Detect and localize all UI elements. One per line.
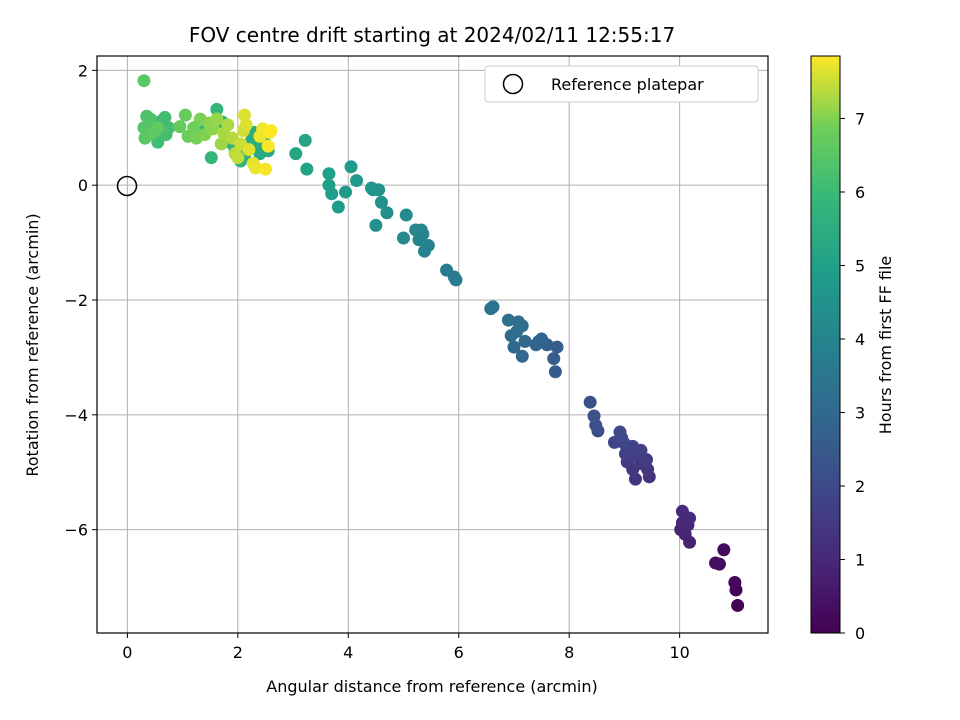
x-tick-label: 8 bbox=[564, 643, 574, 662]
data-point bbox=[587, 409, 601, 423]
data-point bbox=[511, 315, 525, 329]
data-point bbox=[550, 340, 564, 354]
data-point bbox=[628, 472, 642, 486]
y-axis-label: Rotation from reference (arcmin) bbox=[23, 213, 42, 476]
colorbar-gradient bbox=[810, 55, 841, 634]
data-point bbox=[583, 395, 597, 409]
y-tick-label: −2 bbox=[64, 291, 88, 310]
data-point bbox=[204, 151, 218, 165]
data-point bbox=[289, 147, 303, 161]
data-point bbox=[231, 151, 245, 165]
data-point bbox=[501, 313, 515, 327]
legend: Reference platepar bbox=[484, 65, 759, 103]
x-tick-label: 2 bbox=[233, 643, 243, 662]
colorbar-tick-label: 0 bbox=[855, 624, 865, 643]
data-point bbox=[507, 340, 521, 354]
data-point bbox=[242, 143, 256, 157]
chart-title: FOV centre drift starting at 2024/02/11 … bbox=[189, 23, 675, 47]
data-point bbox=[173, 120, 187, 134]
y-tick-label: 0 bbox=[78, 176, 88, 195]
y-tick-label: −4 bbox=[64, 406, 88, 425]
data-point bbox=[344, 160, 358, 174]
data-point bbox=[214, 137, 228, 151]
data-point bbox=[210, 112, 224, 126]
x-tick-label: 6 bbox=[454, 643, 464, 662]
colorbar-tick-label: 3 bbox=[855, 403, 865, 422]
data-point bbox=[440, 263, 454, 277]
colorbar-label: Hours from first FF file bbox=[876, 256, 895, 435]
data-point bbox=[518, 334, 532, 348]
x-tick-label: 4 bbox=[343, 643, 353, 662]
data-point bbox=[731, 598, 745, 612]
data-points bbox=[137, 74, 745, 612]
data-point bbox=[350, 174, 364, 188]
colorbar: 0 1 2 3 4 5 6 7 Hours from first FF file bbox=[810, 55, 895, 643]
x-tick-label: 10 bbox=[669, 643, 689, 662]
data-point bbox=[417, 244, 431, 258]
data-point bbox=[261, 139, 275, 153]
data-point bbox=[258, 162, 272, 176]
data-point bbox=[364, 181, 378, 195]
data-point bbox=[397, 231, 411, 245]
data-point bbox=[206, 122, 220, 136]
colorbar-ticks: 0 1 2 3 4 5 6 7 bbox=[840, 109, 865, 643]
data-point bbox=[380, 206, 394, 220]
x-tick-label: 0 bbox=[122, 643, 132, 662]
legend-marker bbox=[502, 73, 524, 95]
data-point bbox=[221, 118, 235, 132]
data-point bbox=[709, 556, 723, 570]
colorbar-tick-label: 1 bbox=[855, 550, 865, 569]
data-point bbox=[484, 302, 498, 316]
data-point bbox=[548, 365, 562, 379]
x-ticks: 0 2 4 6 8 10 bbox=[122, 633, 690, 662]
data-point bbox=[728, 575, 742, 589]
data-point bbox=[298, 133, 312, 147]
colorbar-tick-label: 6 bbox=[855, 183, 865, 202]
data-point bbox=[151, 121, 165, 135]
data-point bbox=[158, 110, 172, 124]
data-point bbox=[675, 504, 689, 518]
data-point bbox=[210, 102, 224, 116]
legend-label: Reference platepar bbox=[551, 75, 704, 94]
reference-marker bbox=[116, 175, 138, 197]
x-axis-label: Angular distance from reference (arcmin) bbox=[266, 677, 597, 696]
y-tick-label: −6 bbox=[64, 521, 88, 540]
data-point bbox=[178, 108, 192, 122]
data-point bbox=[613, 425, 627, 439]
data-point bbox=[399, 208, 413, 222]
data-point bbox=[322, 167, 336, 181]
y-tick-label: 2 bbox=[78, 61, 88, 80]
data-point bbox=[515, 349, 529, 363]
data-point bbox=[374, 195, 388, 209]
data-point bbox=[717, 543, 731, 557]
data-point bbox=[369, 218, 383, 232]
legend-box bbox=[484, 65, 759, 103]
colorbar-tick-label: 4 bbox=[855, 330, 865, 349]
data-point bbox=[412, 233, 426, 247]
data-point bbox=[137, 74, 151, 88]
colorbar-tick-label: 2 bbox=[855, 477, 865, 496]
data-point bbox=[547, 352, 561, 366]
data-point bbox=[237, 108, 251, 122]
data-point bbox=[300, 162, 314, 176]
data-point bbox=[331, 200, 345, 214]
data-point bbox=[414, 223, 428, 237]
colorbar-tick-label: 7 bbox=[855, 109, 865, 128]
colorbar-tick-label: 5 bbox=[855, 256, 865, 275]
data-point bbox=[264, 124, 278, 138]
data-point bbox=[248, 161, 262, 175]
data-point bbox=[322, 178, 336, 192]
data-point bbox=[339, 185, 353, 199]
data-point bbox=[532, 334, 546, 348]
data-point bbox=[239, 118, 253, 132]
y-ticks: 2 0 −2 −4 −6 bbox=[64, 61, 97, 540]
plot-frame bbox=[96, 55, 769, 634]
